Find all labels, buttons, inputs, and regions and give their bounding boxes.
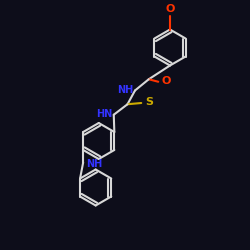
Text: HN: HN bbox=[96, 109, 112, 119]
Text: NH: NH bbox=[86, 159, 102, 169]
Text: S: S bbox=[145, 97, 153, 107]
Text: NH: NH bbox=[118, 85, 134, 95]
Text: O: O bbox=[161, 76, 170, 86]
Text: O: O bbox=[165, 4, 175, 14]
